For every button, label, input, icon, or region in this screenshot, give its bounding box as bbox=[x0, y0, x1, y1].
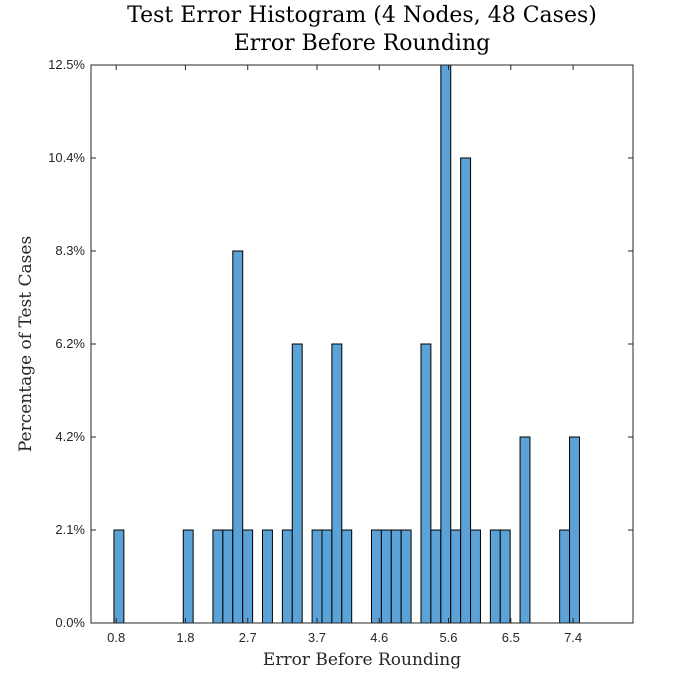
x-axis: 0.8 1.8 2.7 3.7 4.6 5.6 6.5 7.4 bbox=[107, 65, 582, 645]
histogram-bar-27 bbox=[569, 436, 580, 624]
histogram-bar-15 bbox=[390, 529, 402, 624]
histogram-bar-12 bbox=[341, 529, 353, 624]
x-axis-label: Error Before Rounding bbox=[263, 650, 461, 670]
histogram-bar-3 bbox=[222, 529, 234, 624]
histogram-bar-21 bbox=[460, 157, 472, 624]
x-tick-label-5: 5.6 bbox=[439, 630, 457, 645]
y-tick-label-2: 4.2% bbox=[55, 429, 85, 444]
x-tick-label-4: 4.6 bbox=[370, 630, 388, 645]
histogram-bar-19 bbox=[440, 64, 452, 624]
histogram-bar-14 bbox=[380, 529, 392, 624]
x-tick-label-1: 1.8 bbox=[176, 630, 194, 645]
histogram-bar-6 bbox=[262, 529, 273, 624]
y-tick-label-6: 12.5% bbox=[48, 57, 85, 72]
histogram-bar-13 bbox=[370, 529, 382, 624]
x-tick-label-3: 3.7 bbox=[308, 630, 326, 645]
chart-title: Test Error Histogram (4 Nodes, 48 Cases) bbox=[127, 3, 597, 28]
y-tick-label-3: 6.2% bbox=[55, 336, 85, 351]
histogram-bar-8 bbox=[291, 343, 303, 624]
histogram-bar-18 bbox=[430, 529, 442, 624]
histogram-bar-10 bbox=[321, 529, 333, 624]
histogram-bar-2 bbox=[212, 529, 224, 624]
histogram-bar-11 bbox=[331, 343, 343, 624]
histogram-bar-7 bbox=[281, 529, 293, 624]
x-tick-label-0: 0.8 bbox=[107, 630, 125, 645]
plot-frame bbox=[90, 64, 634, 624]
histogram-bar-1 bbox=[182, 529, 194, 624]
bars-group bbox=[113, 64, 580, 624]
histogram-bar-23 bbox=[489, 529, 501, 624]
histogram-bar-25 bbox=[519, 436, 531, 624]
histogram-bar-16 bbox=[400, 529, 412, 624]
x-tick-label-2: 2.7 bbox=[239, 630, 257, 645]
histogram-bar-22 bbox=[470, 529, 481, 624]
y-tick-label-4: 8.3% bbox=[55, 243, 85, 258]
x-tick-label-6: 6.5 bbox=[502, 630, 520, 645]
x-tick-label-7: 7.4 bbox=[564, 630, 582, 645]
histogram-bar-26 bbox=[559, 529, 571, 624]
histogram-bar-17 bbox=[420, 343, 432, 624]
histogram-bar-4 bbox=[232, 250, 244, 624]
y-axis-label: Percentage of Test Cases bbox=[16, 236, 36, 452]
y-tick-label-0: 0.0% bbox=[55, 615, 85, 630]
chart-subtitle: Error Before Rounding bbox=[234, 31, 490, 56]
histogram-bar-0 bbox=[113, 529, 125, 624]
histogram-bar-9 bbox=[311, 529, 323, 624]
y-tick-label-5: 10.4% bbox=[48, 150, 85, 165]
y-tick-label-1: 2.1% bbox=[55, 522, 85, 537]
histogram-bar-24 bbox=[499, 529, 511, 624]
histogram-bar-5 bbox=[242, 529, 254, 624]
histogram-bar-20 bbox=[450, 529, 462, 624]
